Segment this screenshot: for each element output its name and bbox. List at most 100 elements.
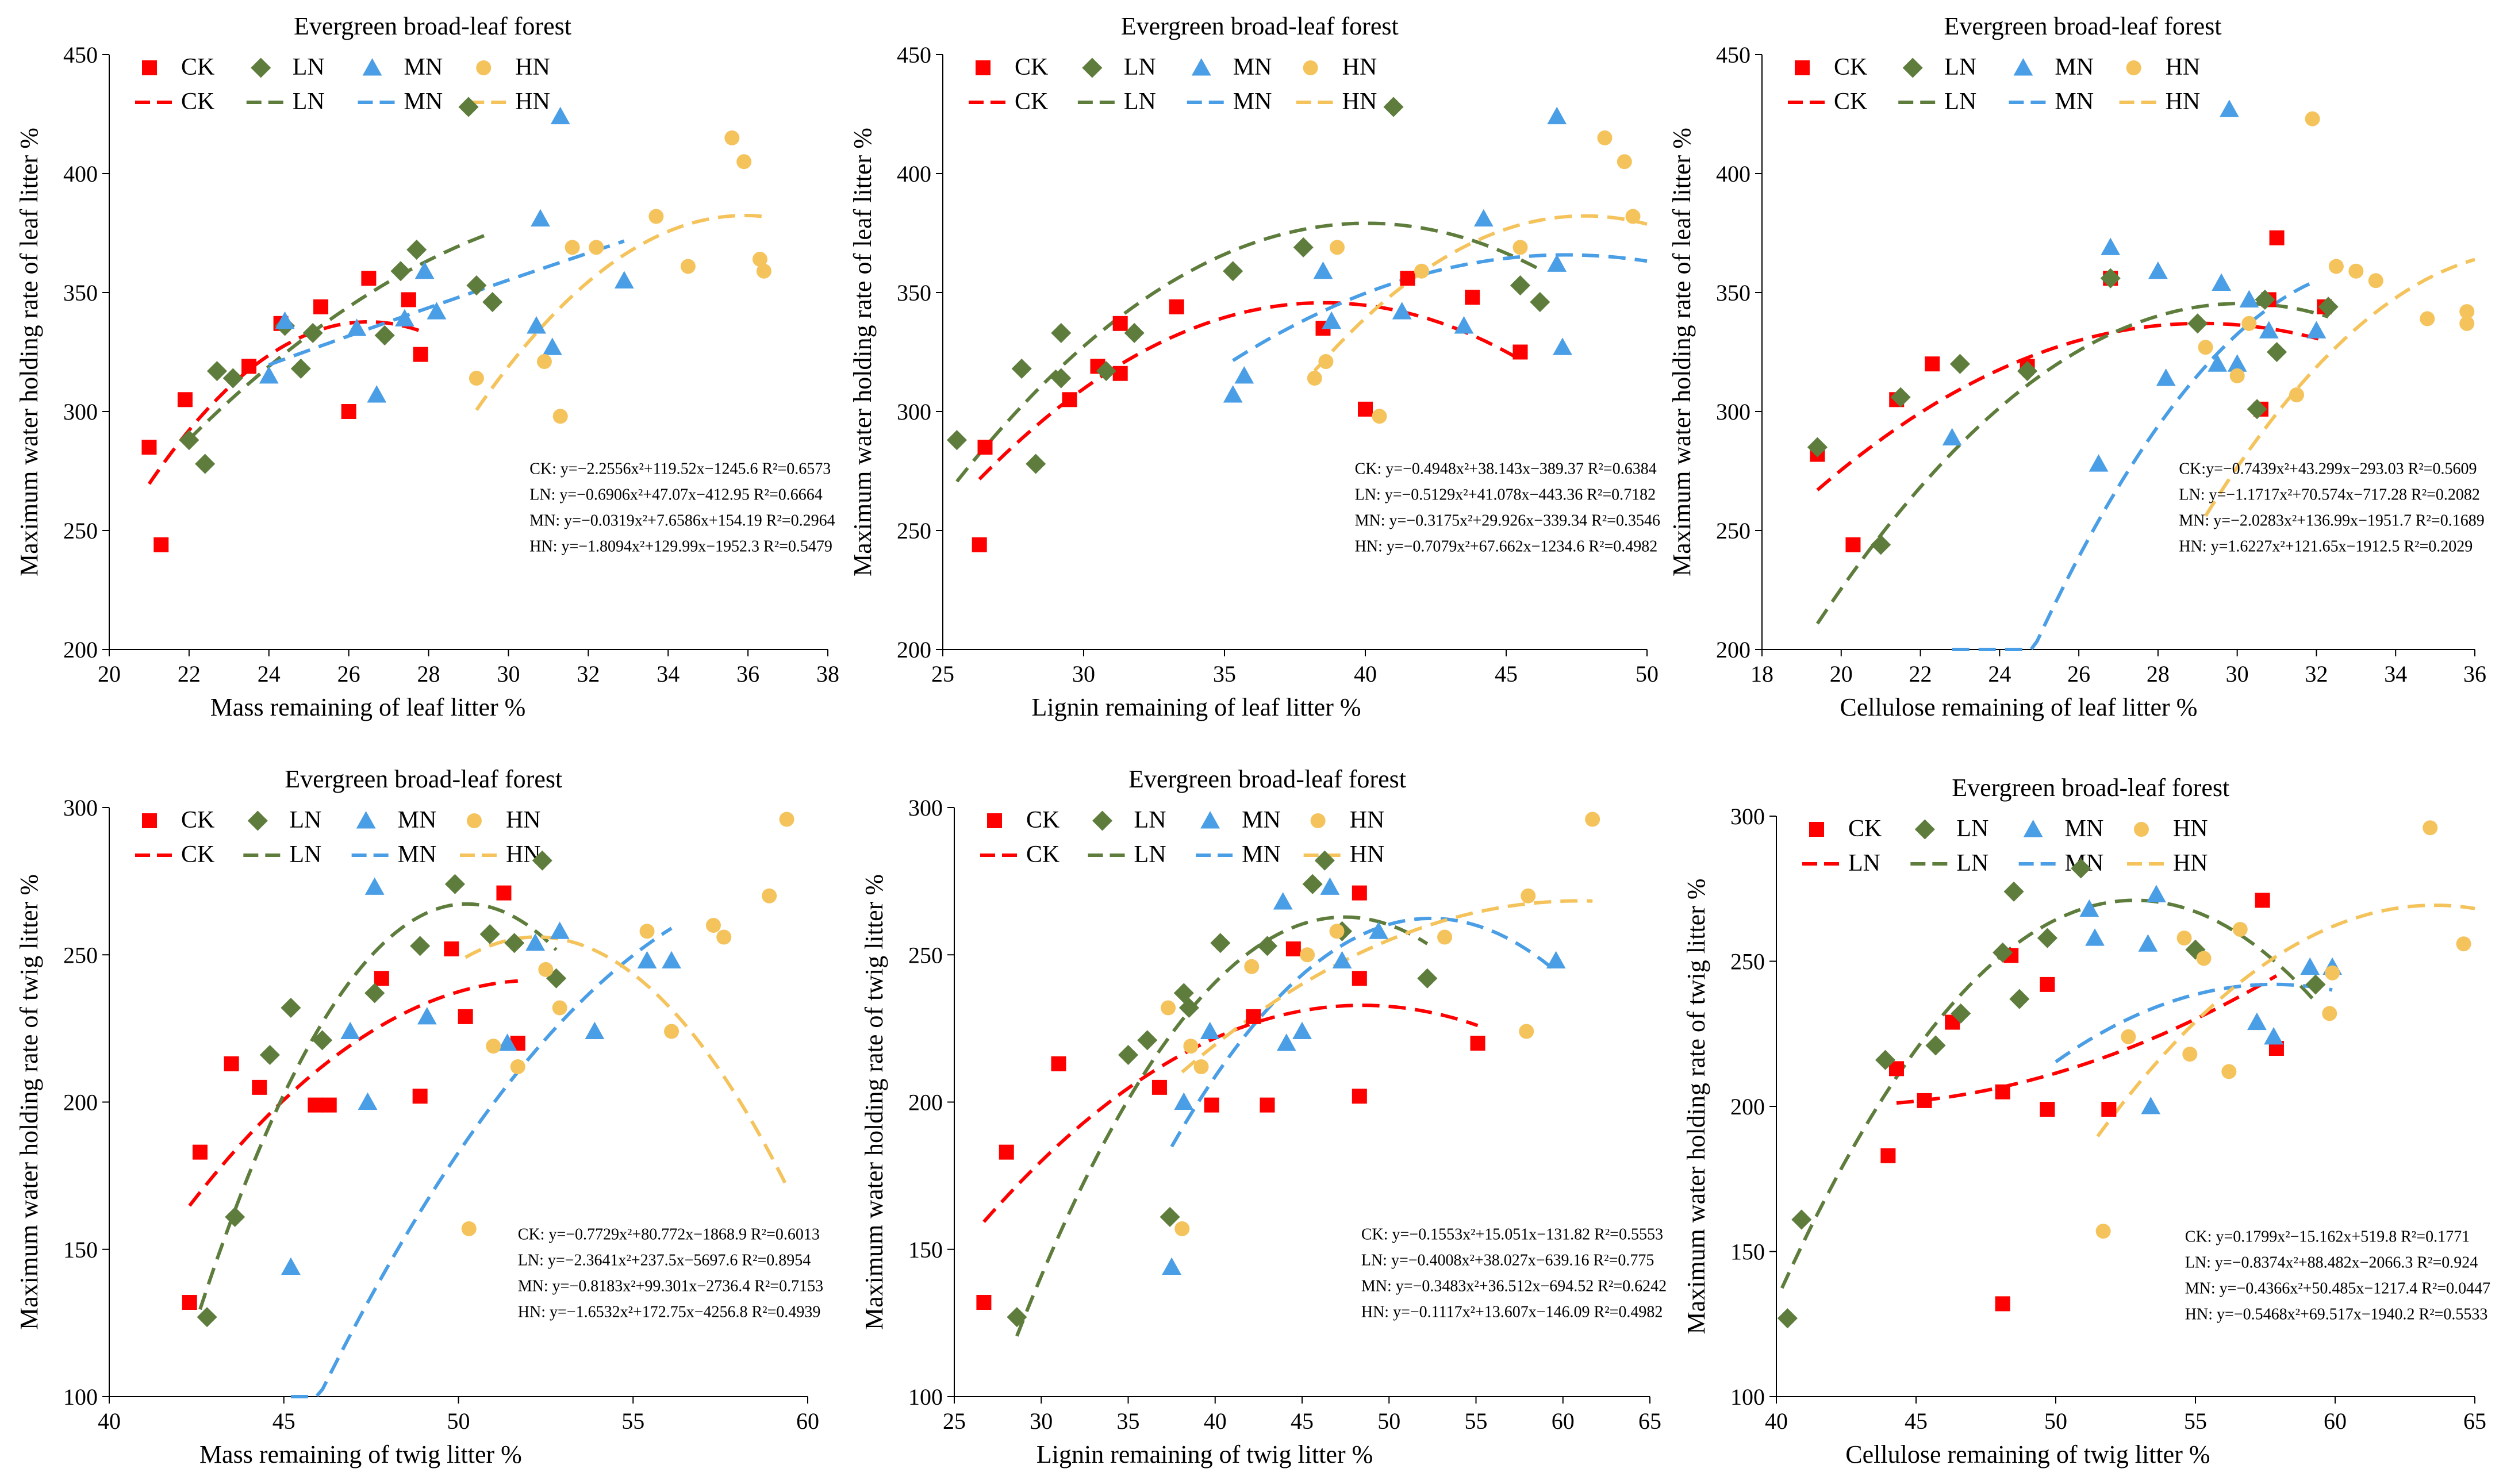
LN-point-11	[1417, 968, 1438, 989]
fit-curve-CK	[188, 979, 519, 1207]
legend-marker-label: LN	[293, 54, 325, 80]
CK-point-6	[1169, 299, 1184, 314]
legend-marker-label: MN	[404, 54, 443, 80]
HN-point-legend	[476, 60, 492, 75]
x-tick-label: 50	[2044, 1408, 2067, 1434]
HN-point-1	[2229, 368, 2245, 383]
MN-point-1	[340, 1021, 360, 1040]
legend-marker-label: CK	[1848, 816, 1882, 842]
LN-point-11	[466, 275, 487, 296]
x-tick-label: 34	[657, 661, 680, 687]
LN-point-2	[1137, 1030, 1158, 1051]
y-tick-label: 400	[1716, 161, 1750, 187]
y-tick-label: 250	[63, 518, 98, 544]
HN-point-3	[1193, 1059, 1209, 1074]
LN-point-1	[1871, 535, 1891, 555]
y-tick-label: 300	[897, 399, 931, 425]
CK-point-9	[458, 1009, 473, 1024]
CK-point-legend	[987, 813, 1002, 828]
CK-point-3	[252, 1079, 267, 1095]
CK-point-2	[1051, 1056, 1066, 1071]
equation-1: CK: y=−2.2556x²+119.52x−1245.6 R²=0.6573	[529, 460, 831, 478]
CK-point-9	[2101, 1102, 2117, 1117]
MN-point-2	[1200, 1021, 1220, 1040]
HN-point-4	[2182, 1047, 2198, 1062]
LN-point-9	[2267, 341, 2287, 363]
HN-point-0	[1307, 371, 1322, 386]
MN-point-legend	[1200, 811, 1220, 829]
x-tick-label: 45	[1905, 1408, 1928, 1434]
legend-line-label: CK	[181, 89, 214, 115]
y-tick-label: 200	[908, 1090, 943, 1116]
legend-marker-label: CK	[1834, 54, 1867, 80]
equation-1: CK: y=−0.1553x²+15.051x−131.82 R²=0.5553	[1361, 1225, 1663, 1243]
LN-point-6	[1124, 322, 1145, 343]
MN-point-4	[2156, 368, 2176, 386]
legend-line-label: CK	[1834, 89, 1867, 115]
legend-line-label: HN	[2173, 850, 2208, 876]
fit-curve-MN	[290, 926, 673, 1398]
HN-point-1	[1174, 1221, 1190, 1236]
fit-curve-MN	[1170, 917, 1557, 1148]
CK-point-7	[1285, 941, 1301, 956]
x-tick-label: 30	[497, 661, 520, 687]
fit-curve-MN	[1952, 279, 2317, 651]
y-axis-label: Maximum water holding rate of twig litte…	[1682, 878, 1710, 1334]
CK-point-8	[2269, 230, 2285, 245]
CK-point-0	[976, 1295, 992, 1310]
y-tick-label: 450	[1716, 42, 1750, 68]
MN-point-5	[2208, 354, 2228, 372]
x-tick-label: 32	[2305, 661, 2328, 687]
MN-point-2	[2101, 237, 2121, 255]
x-tick-label: 22	[1909, 661, 1932, 687]
MN-point-9	[1546, 951, 1566, 969]
LN-point-9	[2071, 858, 2091, 879]
equation-3: MN: y=−2.0283x²+136.99x−1951.7 R²=0.1689	[2179, 512, 2484, 530]
MN-point-8	[1547, 254, 1567, 272]
CK-point-4	[1995, 1084, 2010, 1099]
LN-point-8	[1293, 237, 1314, 257]
HN-point-8	[1519, 1024, 1534, 1039]
MN-point-7	[1547, 106, 1567, 125]
LN-point-5	[1993, 942, 2013, 963]
MN-point-legend	[356, 811, 376, 829]
CK-point-0	[141, 440, 157, 455]
LN-point-7	[1223, 261, 1243, 282]
y-tick-label: 300	[908, 795, 943, 821]
y-tick-label: 250	[908, 942, 943, 968]
fit-curve-HN	[2204, 257, 2475, 517]
x-tick-label: 20	[98, 661, 121, 687]
x-tick-label: 55	[2184, 1408, 2207, 1434]
legend-line-label: LN	[1956, 850, 1988, 876]
HN-point-7	[724, 130, 740, 145]
equation-1: CK:y=−0.7439x²+43.299x−293.03 R²=0.5609	[2179, 460, 2477, 478]
HN-point-2	[1183, 1039, 1199, 1054]
x-tick-label: 40	[1765, 1408, 1788, 1434]
HN-point-5	[648, 209, 664, 224]
MN-point-8	[585, 1021, 605, 1040]
CK-point-9	[1352, 971, 1367, 986]
MN-point-6	[2212, 273, 2232, 291]
legend-marker-label: HN	[1342, 54, 1377, 80]
y-tick-label: 250	[63, 942, 98, 968]
LN-point-5	[364, 983, 385, 1004]
HN-point-8	[2420, 311, 2435, 326]
MN-point-10	[2259, 321, 2279, 339]
LN-point-7	[2247, 399, 2267, 420]
y-tick-label: 300	[1716, 399, 1750, 425]
chart-panel-2: 25 30 35 40 45 50 200 250 300 350 400 450 Lignin rem…	[849, 12, 1660, 721]
LN-point-5	[1096, 361, 1116, 382]
equation-1: CK: y=−0.4948x²+38.143x−389.37 R²=0.6384	[1355, 460, 1657, 478]
y-tick-label: 250	[1730, 949, 1765, 975]
legend-marker-label: LN	[1134, 807, 1166, 833]
y-axis-label: Maximum water holding rate of leaf litte…	[15, 128, 43, 576]
CK-point-legend	[142, 60, 157, 75]
LN-point-legend	[247, 810, 268, 831]
equation-4: HN: y=1.6227x²+121.65x−1912.5 R²=0.2029	[2179, 538, 2473, 556]
LN-point-6	[1210, 933, 1231, 954]
y-tick-label: 400	[897, 161, 931, 187]
HN-point-2	[2241, 316, 2257, 331]
CK-point-2	[1917, 1093, 1932, 1108]
HN-point-0	[469, 371, 484, 386]
